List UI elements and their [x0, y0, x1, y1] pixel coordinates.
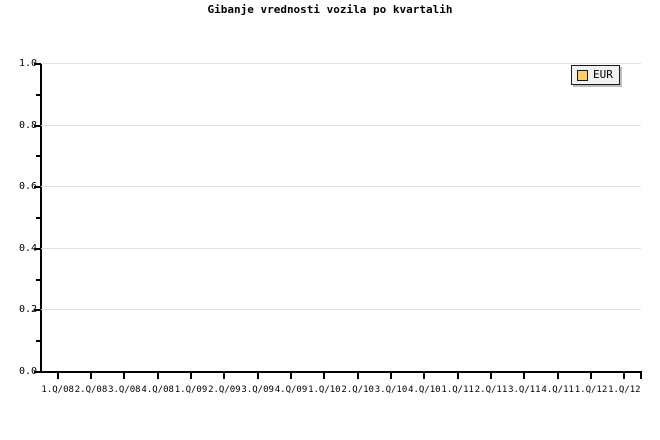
gridline — [41, 186, 641, 188]
legend-swatch-eur — [577, 69, 588, 81]
x-axis-tick — [290, 373, 292, 379]
x-axis-tick — [523, 373, 525, 379]
y-axis-tick-label: 1.0 — [18, 58, 37, 69]
x-axis-tick — [223, 373, 225, 379]
x-axis-tick-label: 2.Q/11 — [474, 385, 508, 395]
x-axis-tick — [257, 373, 259, 379]
y-axis-tick — [34, 186, 41, 189]
x-axis-tick-label: 3.Q/10 — [374, 385, 408, 395]
x-axis-tick-label: 1.Q/08 — [41, 385, 74, 395]
x-axis-tick — [157, 373, 159, 379]
x-axis-tick — [90, 373, 92, 379]
x-axis-tick-label: 3.Q/09 — [241, 385, 274, 395]
x-axis-tick — [640, 373, 642, 379]
x-axis-tick-label: 3.Q/08 — [108, 385, 141, 395]
y-axis-tick-label: 0.8 — [18, 119, 37, 131]
y-axis-tick — [34, 247, 41, 250]
gridline — [41, 63, 641, 64]
x-axis-tick — [490, 373, 492, 379]
x-axis-tick — [57, 373, 59, 379]
x-axis-tick — [590, 373, 592, 379]
x-axis-tick — [623, 373, 625, 379]
y-axis-tick — [34, 63, 41, 65]
chart-title: Gibanje vrednosti vozila po kvartalih — [207, 3, 453, 16]
x-axis-tick-label: 1.Q/11 — [441, 385, 474, 395]
x-axis-tick-label: 2.Q/08 — [74, 385, 108, 395]
gridline — [41, 309, 641, 311]
x-axis-tick-label: 1.Q/10 — [308, 385, 341, 395]
x-axis-tick — [423, 373, 425, 379]
y-axis-tick — [34, 309, 41, 312]
y-axis-tick-label: 0.6 — [18, 181, 37, 193]
y-axis-minor-tick — [36, 217, 41, 219]
x-axis-tick — [390, 373, 392, 379]
chart-legend: EUR — [571, 65, 620, 85]
y-axis-tick-label: 0.0 — [18, 366, 37, 377]
data-series-canvas — [41, 64, 641, 372]
gridlines — [41, 63, 641, 372]
plot-area — [41, 63, 641, 372]
x-axis-tick — [123, 373, 125, 379]
x-axis-tick-label: 4.Q/10 — [408, 385, 441, 395]
x-axis-tick — [190, 373, 192, 379]
x-axis-tick-label: 4.Q/08 — [141, 385, 174, 395]
y-axis-tick-label: 0.2 — [18, 304, 37, 316]
x-axis-tick — [323, 373, 325, 379]
gridline — [41, 124, 641, 126]
x-axis-tick — [557, 373, 559, 379]
y-axis-minor-tick — [36, 340, 41, 343]
x-axis-tick-label: 3.Q/11 — [508, 385, 541, 395]
y-axis-tick — [34, 124, 41, 127]
x-axis-tick-label: 1.Q/09 — [174, 385, 208, 395]
y-axis-minor-tick — [36, 93, 41, 96]
x-axis-tick — [457, 373, 459, 379]
y-axis-minor-tick — [36, 278, 41, 281]
x-axis-line — [40, 371, 642, 373]
y-axis-line — [40, 63, 42, 373]
x-axis-tick-label: 4.Q/09 — [274, 385, 308, 395]
legend-label-eur: EUR — [593, 68, 613, 81]
x-axis-tick-label: 1.Q/12 — [608, 385, 641, 395]
x-axis-tick-label: 4.Q/11 — [541, 385, 574, 395]
gridline — [41, 247, 641, 249]
y-axis-tick — [34, 371, 41, 373]
x-axis-tick-label: 1.Q/12 — [574, 385, 608, 395]
x-axis-tick-label: 2.Q/09 — [208, 385, 241, 395]
x-axis-tick-label: 2.Q/10 — [341, 385, 374, 395]
y-axis-minor-tick — [36, 155, 41, 158]
x-axis-tick — [357, 373, 359, 379]
y-axis-tick-label: 0.4 — [18, 242, 37, 254]
